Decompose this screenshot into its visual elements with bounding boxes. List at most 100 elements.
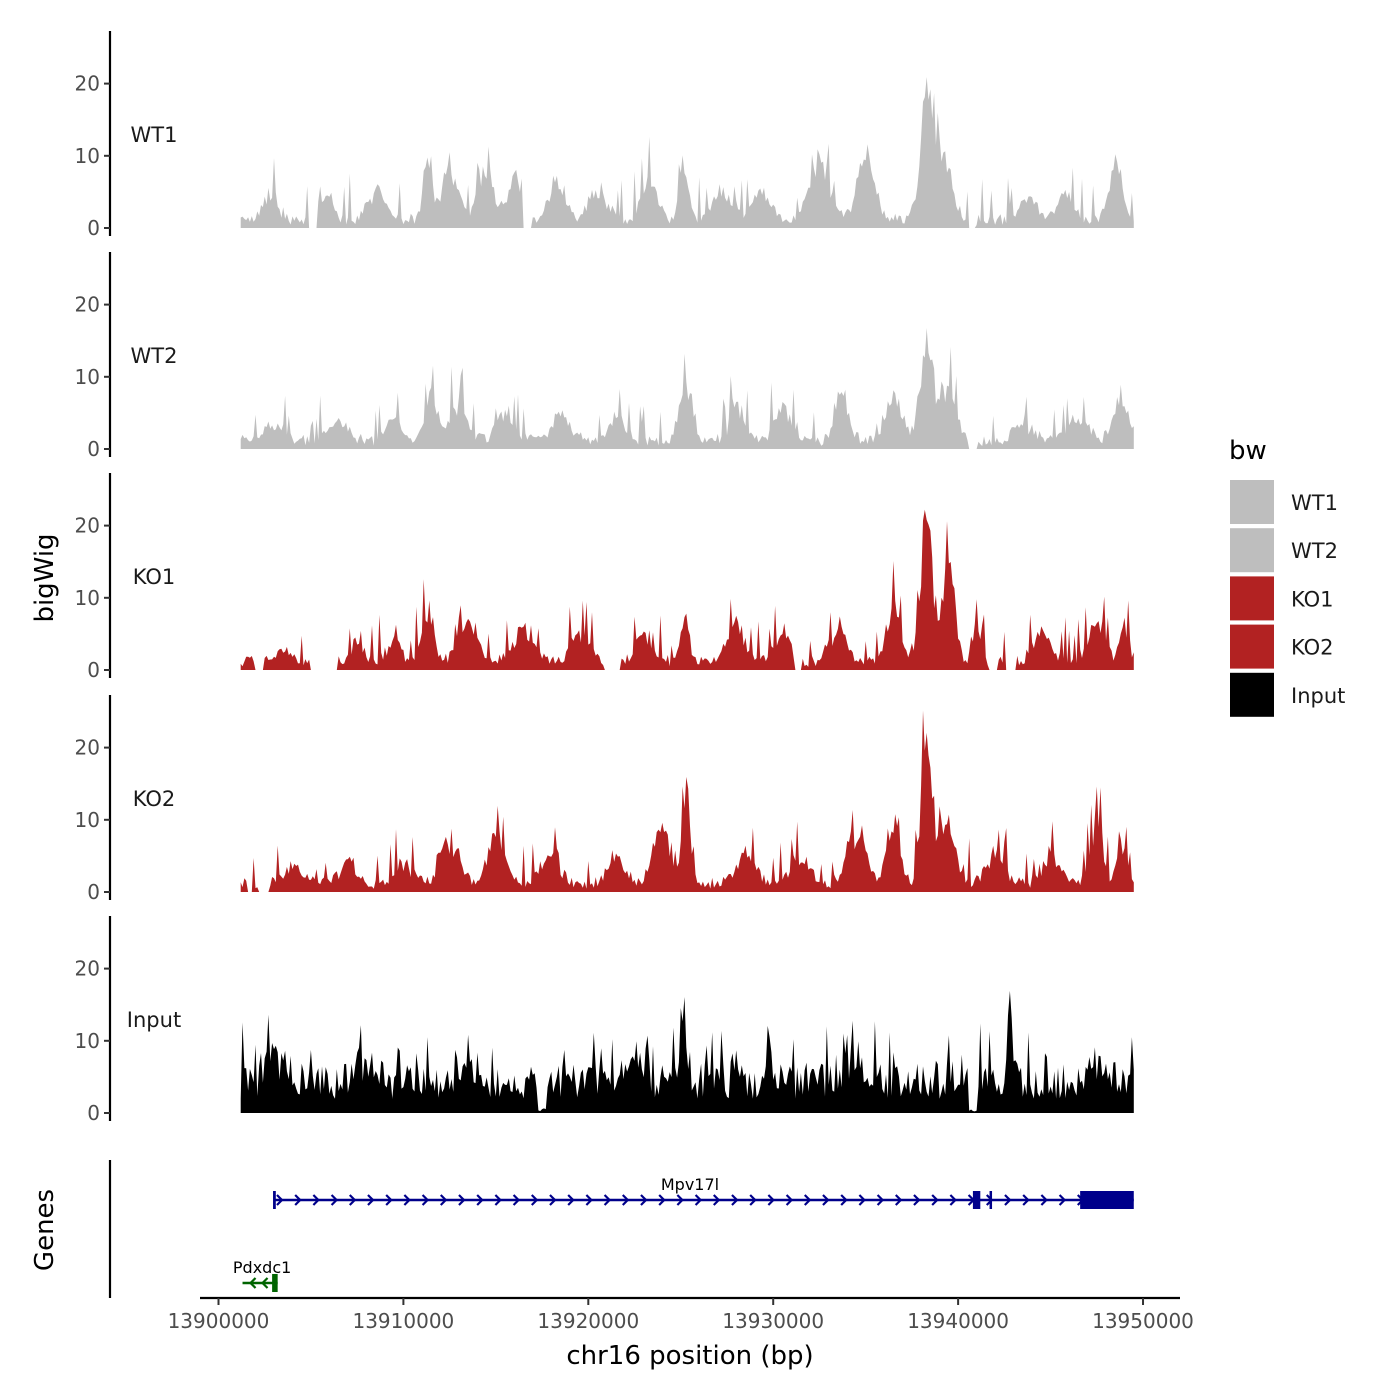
signal-area-wt1 <box>240 77 1134 228</box>
legend: bw WT1 WT2 KO1 KO2 Input <box>1229 436 1345 717</box>
track-label-wt2: WT2 <box>131 344 178 368</box>
gene-pdxdc1: Pdxdc1 <box>233 1258 291 1292</box>
strand-arrow-mpv17l-0 <box>276 1194 284 1206</box>
x-tick-label-13920000: 13920000 <box>537 1309 639 1333</box>
strand-arrow-mpv17l-42 <box>1040 1194 1048 1206</box>
y-axis-title-genes: Genes <box>30 1189 60 1271</box>
strand-arrow-mpv17l-13 <box>512 1194 521 1206</box>
strand-arrow-mpv17l-15 <box>549 1194 557 1206</box>
strand-arrow-mpv17l-40 <box>1004 1194 1012 1206</box>
y-tick-label-wt2-0: 0 <box>87 437 100 461</box>
strand-arrow-mpv17l-11 <box>476 1194 484 1206</box>
strand-arrow-mpv17l-26 <box>749 1194 757 1206</box>
legend-label-ko1: KO1 <box>1291 587 1334 611</box>
signal-area-wt2 <box>240 328 1134 449</box>
legend-label-input: Input <box>1291 684 1345 708</box>
exon-mpv17l-3 <box>1080 1191 1134 1209</box>
y-tick-label-ko1-0: 0 <box>87 658 100 682</box>
strand-arrow-mpv17l-36 <box>931 1194 939 1206</box>
track-label-input: Input <box>127 1008 181 1032</box>
gene-label-pdxdc1: Pdxdc1 <box>233 1258 291 1277</box>
genes-track: Mpv17l Pdxdc1 <box>108 1160 1134 1298</box>
y-tick-label-wt2-20: 20 <box>75 293 100 317</box>
gene-label-mpv17l: Mpv17l <box>661 1175 719 1194</box>
y-tick-label-input-20: 20 <box>75 957 100 981</box>
strand-arrow-mpv17l-2 <box>312 1194 320 1206</box>
exon-pdxdc1-0 <box>272 1274 278 1292</box>
legend-key-wt1 <box>1230 480 1274 524</box>
strand-arrow-mpv17l-31 <box>840 1194 848 1206</box>
y-tick-label-ko2-20: 20 <box>75 736 100 760</box>
exon-mpv17l-1 <box>972 1191 981 1209</box>
strand-arrow-mpv17l-34 <box>894 1194 903 1206</box>
strand-arrow-mpv17l-14 <box>530 1194 539 1206</box>
x-tick-label-13910000: 13910000 <box>352 1309 454 1333</box>
track-wt2: 0 10 20 WT2 <box>75 252 1134 461</box>
x-axis-title: chr16 position (bp) <box>566 1341 813 1371</box>
signal-area-ko2 <box>240 710 1134 892</box>
track-input: 0 10 20 Input <box>75 916 1134 1125</box>
track-ko2: 0 10 20 KO2 <box>75 695 1134 904</box>
strand-arrow-mpv17l-22 <box>676 1194 684 1206</box>
y-tick-label-ko2-0: 0 <box>87 880 100 904</box>
strand-arrow-mpv17l-29 <box>803 1194 812 1206</box>
strand-arrow-mpv17l-23 <box>694 1194 703 1206</box>
strand-arrow-mpv17l-41 <box>1022 1194 1030 1206</box>
y-tick-label-wt1-0: 0 <box>87 216 100 240</box>
legend-key-input <box>1230 672 1274 717</box>
strand-arrow-mpv17l-28 <box>785 1194 794 1206</box>
legend-key-ko1 <box>1230 576 1274 621</box>
legend-key-ko2 <box>1230 624 1274 669</box>
strand-arrow-mpv17l-5 <box>367 1194 375 1206</box>
track-wt1: 0 10 20 WT1 <box>75 31 1134 240</box>
strand-arrow-mpv17l-27 <box>767 1194 775 1206</box>
exon-mpv17l-2 <box>989 1191 993 1209</box>
exon-mpv17l-0 <box>273 1191 276 1209</box>
bigwig-tracks: 0 10 20 WT1 0 10 20 WT2 0 10 20 KO1 0 10 20 KO2 0 10 20 Inp… <box>75 31 1134 1125</box>
strand-arrow-mpv17l-37 <box>949 1194 957 1206</box>
strand-arrow-mpv17l-12 <box>494 1194 502 1206</box>
strand-arrow-mpv17l-9 <box>439 1194 448 1206</box>
strand-arrow-mpv17l-35 <box>913 1194 921 1206</box>
legend-label-wt1: WT1 <box>1291 491 1338 515</box>
strand-arrow-mpv17l-20 <box>640 1194 648 1206</box>
strand-arrow-mpv17l-3 <box>330 1194 339 1206</box>
strand-arrow-mpv17l-43 <box>1058 1194 1067 1206</box>
y-tick-label-input-0: 0 <box>87 1101 100 1125</box>
legend-label-ko2: KO2 <box>1291 636 1334 660</box>
strand-arrow-mpv17l-25 <box>731 1194 739 1206</box>
strand-arrow-mpv17l-21 <box>658 1194 666 1206</box>
y-axis-title-bigwig: bigWig <box>30 533 60 622</box>
strand-arrow-mpv17l-24 <box>712 1194 721 1206</box>
track-ko1: 0 10 20 KO1 <box>75 473 1134 682</box>
strand-arrow-mpv17l-18 <box>603 1194 612 1206</box>
strand-arrow-mpv17l-33 <box>876 1194 885 1206</box>
y-tick-label-ko1-10: 10 <box>75 586 100 610</box>
legend-key-wt2 <box>1230 528 1274 573</box>
strand-arrow-mpv17l-7 <box>403 1194 411 1206</box>
strand-arrow-mpv17l-10 <box>458 1194 466 1206</box>
strand-arrow-pdxdc1-1 <box>260 1277 269 1289</box>
track-label-ko2: KO2 <box>133 787 176 811</box>
legend-title: bw <box>1229 436 1267 466</box>
y-tick-label-ko2-10: 10 <box>75 808 100 832</box>
signal-area-ko1 <box>240 509 1134 670</box>
track-label-wt1: WT1 <box>131 123 178 147</box>
y-tick-label-wt1-10: 10 <box>75 144 100 168</box>
legend-label-wt2: WT2 <box>1291 539 1338 563</box>
y-tick-label-input-10: 10 <box>75 1029 100 1053</box>
strand-arrow-mpv17l-8 <box>421 1194 430 1206</box>
strand-arrow-mpv17l-32 <box>858 1194 866 1206</box>
x-tick-label-13940000: 13940000 <box>907 1309 1009 1333</box>
strand-arrow-pdxdc1-0 <box>248 1277 257 1289</box>
x-tick-label-13950000: 13950000 <box>1092 1309 1194 1333</box>
strand-arrow-mpv17l-1 <box>294 1194 302 1206</box>
strand-arrow-mpv17l-30 <box>822 1194 830 1206</box>
y-tick-label-wt2-10: 10 <box>75 365 100 389</box>
strand-arrow-mpv17l-19 <box>621 1194 630 1206</box>
strand-arrow-mpv17l-17 <box>585 1194 593 1206</box>
strand-arrow-mpv17l-6 <box>385 1194 393 1206</box>
signal-area-input <box>240 990 1134 1113</box>
strand-arrow-mpv17l-4 <box>348 1194 357 1206</box>
